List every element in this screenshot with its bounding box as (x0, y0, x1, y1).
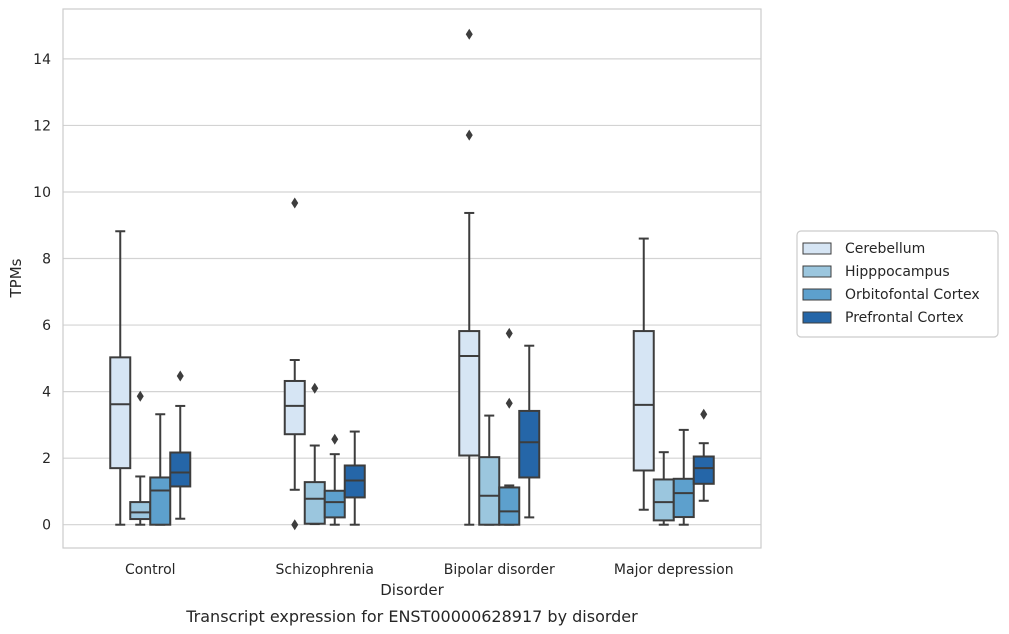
iqr-box (692, 455, 715, 485)
y-tick-label: 0 (42, 518, 51, 534)
box-cerebellum (283, 197, 306, 531)
iqr-box (518, 409, 541, 479)
legend-label: Orbitofontal Cortex (845, 287, 980, 303)
x-tick-label: Schizophrenia (276, 562, 374, 578)
x-tick-label: Control (125, 562, 176, 578)
iqr-box (498, 486, 521, 526)
y-tick-label: 6 (42, 318, 51, 334)
y-tick-label: 10 (33, 185, 51, 201)
iqr-box (283, 379, 306, 436)
y-tick-label: 14 (33, 52, 51, 68)
y-tick-label: 8 (42, 252, 51, 268)
legend: Cerebellum Hipppocampus Orbitofontal Corte… (796, 230, 999, 338)
iqr-box (632, 330, 655, 472)
iqr-box (478, 456, 501, 526)
box-hipppocampus (129, 390, 152, 526)
iqr-box (169, 451, 192, 488)
outlier-point (505, 397, 513, 409)
iqr-box (458, 330, 481, 457)
box-orbitofontal-cortex (323, 433, 346, 526)
box-prefrontal-cortex (692, 408, 715, 502)
legend-label: Cerebellum (845, 241, 925, 257)
legend-swatch (802, 311, 832, 324)
x-axis-ticks: Control Schizophrenia Bipolar disorder Majo… (125, 562, 734, 578)
y-tick-label: 12 (33, 118, 51, 134)
box-cerebellum (109, 230, 132, 526)
box-cerebellum (458, 28, 481, 526)
outlier-point (311, 382, 319, 394)
outlier-point (700, 408, 708, 420)
box-prefrontal-cortex (169, 370, 192, 520)
legend-swatch (802, 242, 832, 255)
box-cerebellum (632, 237, 655, 511)
outlier-point (291, 519, 299, 531)
legend-frame (796, 230, 999, 338)
chart-caption: Transcript expression for ENST0000062891… (185, 607, 638, 626)
outlier-point (465, 28, 473, 40)
legend-swatch (802, 288, 832, 301)
box-series (109, 28, 715, 531)
box-orbitofontal-cortex (149, 413, 172, 526)
outlier-point (291, 197, 299, 209)
box-hipppocampus (303, 382, 326, 526)
box-prefrontal-cortex (343, 430, 366, 526)
box-orbitofontal-cortex (672, 428, 695, 526)
y-tick-label: 4 (42, 385, 51, 401)
x-tick-label: Bipolar disorder (444, 562, 555, 578)
outlier-point (331, 433, 339, 445)
iqr-box (323, 489, 346, 519)
iqr-box (149, 476, 172, 526)
y-axis-ticks: 0 2 4 6 8 10 12 14 (33, 52, 51, 534)
x-tick-label: Major depression (614, 562, 734, 578)
iqr-box (672, 477, 695, 519)
outlier-point (465, 129, 473, 141)
legend-swatch (802, 265, 832, 278)
legend-label: Hipppocampus (845, 264, 950, 280)
outlier-point (176, 370, 184, 382)
iqr-box (109, 356, 132, 470)
y-tick-label: 2 (42, 451, 51, 467)
outlier-point (136, 390, 144, 402)
iqr-box (652, 478, 675, 522)
box-orbitofontal-cortex (498, 327, 521, 526)
x-axis-label: Disorder (380, 581, 444, 599)
plot-area-frame (62, 8, 762, 549)
y-axis-label: TPMs (7, 258, 25, 298)
iqr-box (303, 481, 326, 525)
box-prefrontal-cortex (518, 344, 541, 519)
outlier-point (505, 327, 513, 339)
iqr-box (129, 501, 152, 521)
legend-label: Prefrontal Cortex (845, 310, 964, 326)
